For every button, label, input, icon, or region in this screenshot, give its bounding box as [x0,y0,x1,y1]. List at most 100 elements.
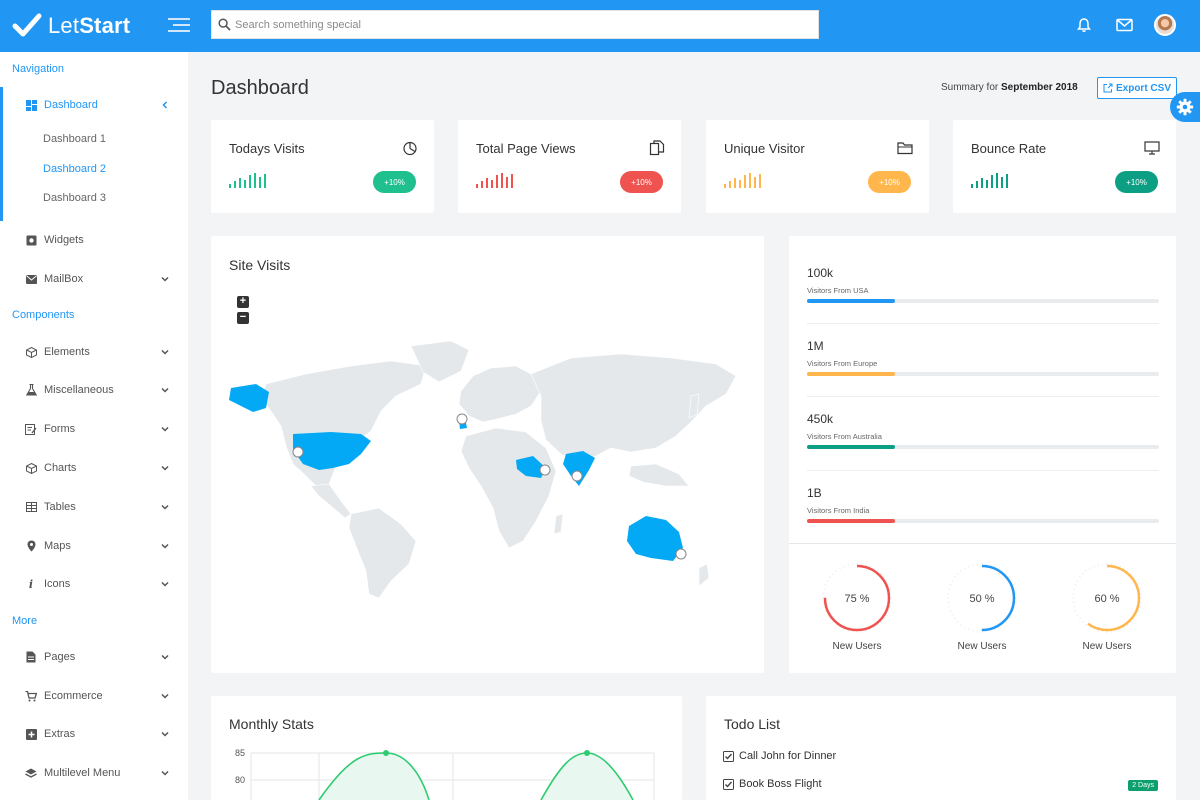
user-avatar[interactable] [1154,14,1176,36]
sidebar-item-label: Widgets [44,234,84,246]
gauge-tick [951,614,954,616]
gauge-tick [847,564,849,567]
gauge-tick [873,626,875,629]
sidebar-item-forms[interactable]: Forms [0,419,188,439]
sidebar-item-dashboard[interactable]: Dashboard [0,95,188,115]
gauge-tick [873,567,875,570]
bell-icon[interactable] [1074,15,1094,35]
checkbox-checked-icon[interactable] [723,750,734,762]
map-markers [292,413,687,560]
world-map[interactable] [211,336,764,606]
visitor-label: Visitors From Australia [807,432,882,441]
sparkline-bar [996,173,998,188]
settings-gear-button[interactable] [1170,92,1200,122]
chevron-down-icon [161,693,169,699]
gauge-ring: 50 % [947,563,1017,633]
gauge-tick [865,629,867,632]
chevron-down-icon [161,465,169,471]
sidebar-item-label: Ecommerce [44,690,103,702]
visitor-value: 1B [807,486,822,500]
sidebar-item-maps[interactable]: Maps [0,536,188,556]
sidebar-item-charts[interactable]: Charts [0,458,188,478]
progress-track [807,299,1159,303]
sparkline-bars [476,173,516,188]
brand-name: LetStart [48,13,131,38]
gauge-tick [972,629,974,632]
sidebar-item-pages[interactable]: Pages [0,647,188,667]
sidebar-item-elements[interactable]: Elements [0,342,188,362]
sidebar-item-tables[interactable]: Tables [0,497,188,517]
sidebar-item-icons[interactable]: i Icons [0,574,188,594]
gauge-tick [1007,617,1011,620]
sidebar-subitem-dashboard-3[interactable]: Dashboard 3 [43,192,106,204]
cube-icon [25,462,37,474]
copy-icon [649,140,665,156]
sparkline-bar [744,175,746,188]
gauge-ring: 60 % [1072,563,1142,633]
sidebar-item-extras[interactable]: Extras [0,724,188,744]
gauge-value: 50 % [969,593,994,605]
sparkline-bar [749,173,751,188]
gauge-tick [1007,576,1011,579]
gauge-tick [839,567,841,570]
info-icon: i [28,577,34,591]
zoom-in-button[interactable]: + [237,296,249,308]
gauge-tick [990,629,992,632]
monthly-stats-card: Monthly Stats 85 80 [211,696,682,800]
chevron-down-icon [161,387,169,393]
sparkline-bar [234,181,236,188]
summary-period: September 2018 [1001,82,1078,93]
gauge-tick [1001,569,1004,573]
gauge-tick [1076,580,1079,582]
gauge-tick [998,626,1000,629]
gauge-tick [1001,623,1004,627]
chevron-down-icon [161,581,169,587]
progress-fill [807,519,895,523]
brand-logo[interactable]: LetStart [0,0,188,52]
sidebar-item-label: MailBox [44,273,84,285]
gauge-tick [1010,580,1013,582]
widget-icon [25,234,37,246]
gauge-label: New Users [957,641,1007,652]
card-title: Todo List [724,716,781,732]
sparkline-bar [249,175,251,188]
menu-toggle-icon[interactable] [168,18,190,34]
chevron-down-icon [161,504,169,510]
sidebar-item-mailbox[interactable]: MailBox [0,269,188,289]
sparkline-bar [239,178,241,188]
marker-australia [675,548,687,560]
search-input[interactable] [235,18,795,31]
sidebar-subitem-dashboard-1[interactable]: Dashboard 1 [43,133,106,145]
mail-icon[interactable] [1114,15,1134,35]
sparkline-bars [724,173,764,188]
stat-card-bounce-rate: Bounce Rate +10% [953,120,1176,213]
gauge-tick [1004,620,1008,624]
zoom-out-button[interactable]: − [237,312,249,324]
checkbox-checked-icon[interactable] [723,778,734,790]
export-csv-button[interactable]: Export CSV [1097,77,1177,99]
nav-heading-components: Components [12,309,75,321]
sidebar-item-multilevel-menu[interactable]: Multilevel Menu [0,763,188,783]
sidebar-item-miscellaneous[interactable]: Miscellaneous [0,380,188,400]
sidebar-item-label: Forms [44,423,76,435]
todo-item[interactable]: Book Boss Flight [723,778,822,790]
sparkline-bar [506,177,508,188]
progress-fill [807,299,895,303]
sparkline-bar [496,175,498,188]
sidebar: Navigation Dashboard Dashboard 1 Dashboa… [0,52,188,800]
gauge-tick [972,564,974,567]
gauge-tick [953,576,957,579]
todo-item[interactable]: Call John for Dinner [723,750,836,762]
progress-fill [807,372,895,376]
gauge-tick [1093,628,1095,631]
sidebar-item-ecommerce[interactable]: Ecommerce [0,686,188,706]
gear-icon [1176,98,1194,116]
sidebar-item-widgets[interactable]: Widgets [0,230,188,250]
gauge-tick [1081,572,1085,576]
sidebar-subitem-dashboard-2[interactable]: Dashboard 2 [43,163,106,175]
gauge-tick [948,588,951,590]
sparkline-bar [229,184,231,188]
gauge-tick [1129,572,1133,576]
gauge-tick [968,565,970,568]
search-box[interactable] [211,10,819,39]
